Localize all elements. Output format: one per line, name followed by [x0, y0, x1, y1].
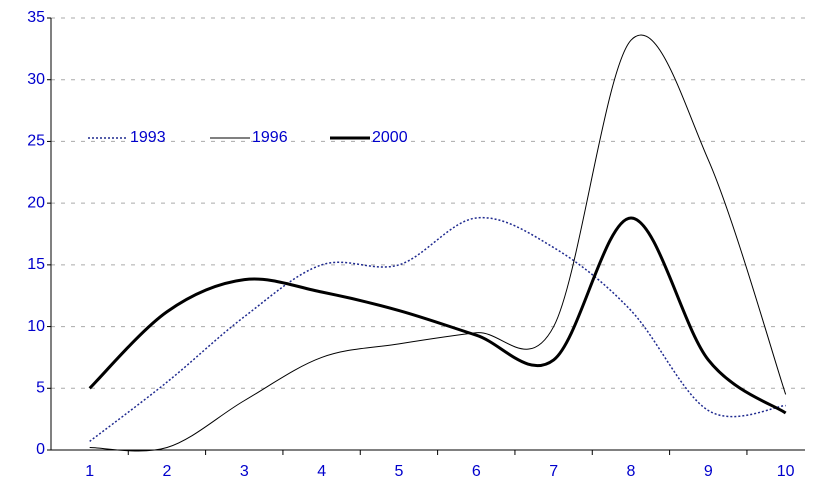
series-line [88, 216, 787, 415]
y-tick-label: 20 [27, 194, 45, 211]
x-tick-label: 8 [627, 463, 636, 480]
x-tick-label: 7 [549, 463, 558, 480]
x-tick-label: 9 [704, 463, 713, 480]
y-tick-label: 15 [27, 256, 45, 273]
legend-label: 1996 [252, 129, 288, 146]
x-tick-label: 10 [777, 463, 795, 480]
series-line [89, 34, 787, 452]
x-tick-label: 6 [472, 463, 481, 480]
x-tick-label: 3 [240, 463, 249, 480]
x-tick-label: 1 [85, 463, 94, 480]
y-tick-label: 35 [27, 9, 45, 26]
y-tick-label: 5 [36, 380, 45, 397]
x-tick-label: 5 [395, 463, 404, 480]
legend-label: 2000 [372, 129, 408, 146]
y-tick-label: 25 [27, 133, 45, 150]
x-tick-label: 4 [317, 463, 326, 480]
y-tick-label: 30 [27, 71, 45, 88]
series-line [89, 216, 786, 442]
x-tick-label: 2 [163, 463, 172, 480]
y-tick-label: 10 [27, 318, 45, 335]
y-tick-label: 0 [36, 441, 45, 458]
legend-label: 1993 [130, 129, 166, 146]
